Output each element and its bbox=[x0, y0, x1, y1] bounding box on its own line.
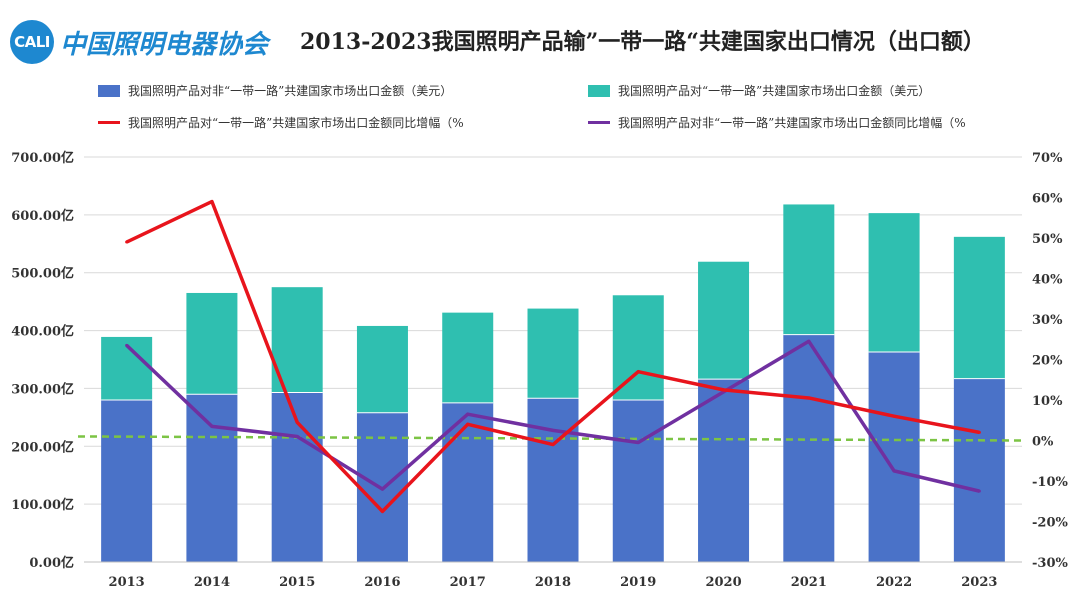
line-bri-growth-point bbox=[210, 200, 214, 204]
line-non-bri-growth-point bbox=[380, 487, 384, 491]
bar-bri bbox=[953, 236, 1005, 379]
line-bri-growth-point bbox=[892, 414, 896, 418]
legend-label: 我国照明产品对“一带一路”共建国家市场出口金额（美元） bbox=[618, 84, 931, 98]
x-tick-label: 2014 bbox=[194, 575, 230, 590]
y-right-tick-label: 0% bbox=[1032, 435, 1054, 450]
x-tick-label: 2021 bbox=[791, 575, 827, 590]
x-tick-label: 2016 bbox=[364, 575, 400, 590]
y-left-tick-label: 300.00亿 bbox=[11, 381, 74, 397]
line-non-bri-growth-point bbox=[807, 339, 811, 343]
bar-non-bri bbox=[698, 379, 750, 562]
y-left-tick-label: 200.00亿 bbox=[11, 439, 74, 455]
y-right-tick-label: 20% bbox=[1032, 354, 1063, 369]
x-tick-label: 2015 bbox=[279, 575, 315, 590]
bar-non-bri bbox=[186, 394, 238, 562]
bar-bri bbox=[527, 308, 579, 399]
x-tick-label: 2018 bbox=[535, 575, 571, 590]
line-bri-growth-point bbox=[551, 443, 555, 447]
bar-bri bbox=[612, 295, 664, 400]
legend-label: 我国照明产品对非“一带一路”共建国家市场出口金额同比增幅（% bbox=[618, 116, 966, 130]
legend-swatch bbox=[588, 121, 610, 124]
x-tick-label: 2022 bbox=[876, 575, 912, 590]
line-non-bri-growth-point bbox=[636, 441, 640, 445]
bar-bri bbox=[868, 213, 920, 352]
x-tick-label: 2023 bbox=[961, 575, 997, 590]
bar-bri bbox=[356, 325, 408, 413]
y-left-tick-label: 600.00亿 bbox=[11, 208, 74, 224]
legend-swatch bbox=[98, 84, 120, 97]
bar-non-bri bbox=[868, 351, 920, 562]
legend-swatch bbox=[588, 84, 610, 97]
chart-title: 2013-2023我国照明产品输”一带一路“共建国家出口情况（出口额） bbox=[300, 29, 985, 55]
y-right-tick-label: 70% bbox=[1032, 151, 1063, 166]
legend-swatch bbox=[98, 121, 120, 124]
y-right-tick-label: 50% bbox=[1032, 232, 1063, 247]
y-left-tick-label: 100.00亿 bbox=[11, 497, 74, 513]
bar-non-bri bbox=[953, 378, 1005, 562]
bar-bri bbox=[783, 204, 835, 335]
line-non-bri-growth-point bbox=[125, 343, 129, 347]
legend-item-non-bri-growth: 我国照明产品对非“一带一路”共建国家市场出口金额同比增幅（% bbox=[588, 114, 966, 131]
line-non-bri-growth-point bbox=[892, 469, 896, 473]
line-bri-growth-point bbox=[636, 370, 640, 374]
line-bri-growth-point bbox=[977, 430, 981, 434]
line-non-bri-growth-point bbox=[466, 412, 470, 416]
legend-label: 我国照明产品对非“一带一路”共建国家市场出口金额（美元） bbox=[128, 84, 453, 98]
legend-label: 我国照明产品对“一带一路”共建国家市场出口金额同比增幅（% bbox=[128, 116, 464, 130]
bar-non-bri bbox=[612, 400, 664, 562]
cali-logo-badge: CALI bbox=[10, 20, 54, 64]
y-right-tick-label: 40% bbox=[1032, 273, 1063, 288]
legend-item-non-bri-bar: 我国照明产品对非“一带一路”共建国家市场出口金额（美元） bbox=[98, 82, 452, 99]
y-left-tick-label: 700.00亿 bbox=[11, 150, 74, 166]
cali-logo: CALI 中国照明电器协会 bbox=[10, 20, 280, 64]
line-non-bri-growth-point bbox=[977, 489, 981, 493]
line-bri-growth-point bbox=[807, 396, 811, 400]
line-non-bri-growth-point bbox=[551, 428, 555, 432]
legend-item-bri-growth: 我国照明产品对“一带一路”共建国家市场出口金额同比增幅（% bbox=[98, 114, 464, 131]
bar-bri bbox=[186, 292, 238, 395]
y-left-tick-label: 0.00亿 bbox=[29, 555, 74, 571]
y-right-tick-label: -20% bbox=[1032, 516, 1068, 531]
line-non-bri-growth-point bbox=[210, 424, 214, 428]
chart-header: CALI 中国照明电器协会 2013-2023我国照明产品输”一带一路“共建国家… bbox=[0, 0, 1080, 70]
bar-non-bri bbox=[101, 400, 153, 562]
bar-bri bbox=[442, 312, 494, 403]
x-tick-label: 2020 bbox=[705, 575, 741, 590]
y-right-tick-label: 10% bbox=[1032, 394, 1063, 409]
x-tick-label: 2013 bbox=[109, 575, 145, 590]
x-tick-label: 2019 bbox=[620, 575, 656, 590]
bar-non-bri bbox=[527, 398, 579, 562]
line-bri-growth-point bbox=[466, 422, 470, 426]
chart-legend: 我国照明产品对非“一带一路”共建国家市场出口金额（美元） 我国照明产品对“一带一… bbox=[0, 78, 1080, 134]
line-bri-growth-point bbox=[380, 509, 384, 513]
reference-line bbox=[77, 435, 1023, 442]
y-right-tick-label: 60% bbox=[1032, 192, 1063, 207]
y-right-tick-label: 30% bbox=[1032, 313, 1063, 328]
y-right-tick-label: -30% bbox=[1032, 556, 1068, 571]
bar-bri bbox=[698, 261, 750, 380]
y-left-tick-label: 500.00亿 bbox=[11, 266, 74, 282]
line-bri-growth-point bbox=[295, 420, 299, 424]
line-bri-growth-point bbox=[125, 240, 129, 244]
x-tick-label: 2017 bbox=[450, 575, 486, 590]
line-non-bri-growth-point bbox=[295, 434, 299, 438]
y-right-tick-label: -10% bbox=[1032, 475, 1068, 490]
y-left-tick-label: 400.00亿 bbox=[11, 324, 74, 340]
bar-non-bri bbox=[783, 334, 835, 562]
line-bri-growth-point bbox=[722, 388, 726, 392]
legend-item-bri-bar: 我国照明产品对“一带一路”共建国家市场出口金额（美元） bbox=[588, 82, 930, 99]
cali-logo-text: 中国照明电器协会 bbox=[60, 30, 269, 60]
